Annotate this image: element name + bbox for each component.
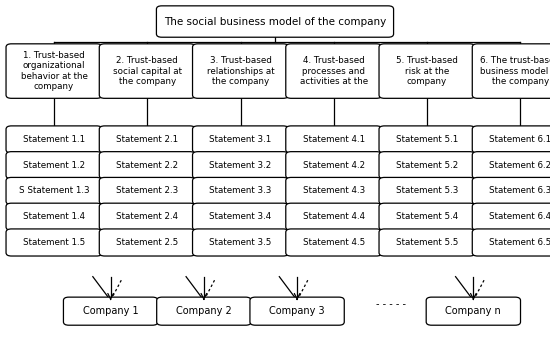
Text: Statement 3.1: Statement 3.1 xyxy=(210,135,272,144)
FancyBboxPatch shape xyxy=(286,177,382,205)
FancyBboxPatch shape xyxy=(286,126,382,153)
Text: The social business model of the company: The social business model of the company xyxy=(164,17,386,27)
FancyBboxPatch shape xyxy=(286,152,382,179)
Text: Statement 3.5: Statement 3.5 xyxy=(210,238,272,247)
FancyBboxPatch shape xyxy=(100,44,195,98)
Text: Statement 5.5: Statement 5.5 xyxy=(396,238,458,247)
Text: Statement 3.3: Statement 3.3 xyxy=(210,186,272,195)
FancyBboxPatch shape xyxy=(192,229,288,256)
Text: Statement 1.5: Statement 1.5 xyxy=(23,238,85,247)
Text: Statement 2.2: Statement 2.2 xyxy=(116,161,178,170)
FancyBboxPatch shape xyxy=(100,177,195,205)
FancyBboxPatch shape xyxy=(100,126,195,153)
Text: Company 1: Company 1 xyxy=(83,306,139,316)
Text: 1. Trust-based
organizational
behavior at the
company: 1. Trust-based organizational behavior a… xyxy=(20,51,87,91)
Text: 5. Trust-based
risk at the
company: 5. Trust-based risk at the company xyxy=(396,56,458,86)
FancyBboxPatch shape xyxy=(472,126,550,153)
FancyBboxPatch shape xyxy=(379,126,475,153)
Text: Statement 2.4: Statement 2.4 xyxy=(116,212,178,221)
Text: Statement 4.2: Statement 4.2 xyxy=(302,161,365,170)
FancyBboxPatch shape xyxy=(63,297,158,325)
Text: Statement 6.1: Statement 6.1 xyxy=(489,135,550,144)
FancyBboxPatch shape xyxy=(100,152,195,179)
Text: Statement 2.1: Statement 2.1 xyxy=(116,135,178,144)
Text: Statement 5.1: Statement 5.1 xyxy=(396,135,458,144)
FancyBboxPatch shape xyxy=(379,203,475,230)
Text: 2. Trust-based
social capital at
the company: 2. Trust-based social capital at the com… xyxy=(113,56,182,86)
FancyBboxPatch shape xyxy=(426,297,520,325)
FancyBboxPatch shape xyxy=(192,44,288,98)
FancyBboxPatch shape xyxy=(250,297,344,325)
FancyBboxPatch shape xyxy=(472,152,550,179)
FancyBboxPatch shape xyxy=(379,44,475,98)
Text: Statement 3.2: Statement 3.2 xyxy=(210,161,272,170)
FancyBboxPatch shape xyxy=(286,44,382,98)
FancyBboxPatch shape xyxy=(379,152,475,179)
Text: 3. Trust-based
relationships at
the company: 3. Trust-based relationships at the comp… xyxy=(207,56,274,86)
Text: Statement 2.5: Statement 2.5 xyxy=(116,238,178,247)
FancyBboxPatch shape xyxy=(6,44,102,98)
Text: Statement 5.3: Statement 5.3 xyxy=(396,186,458,195)
FancyBboxPatch shape xyxy=(286,203,382,230)
FancyBboxPatch shape xyxy=(157,297,251,325)
Text: Statement 4.4: Statement 4.4 xyxy=(302,212,365,221)
FancyBboxPatch shape xyxy=(472,203,550,230)
Text: Statement 4.5: Statement 4.5 xyxy=(302,238,365,247)
Text: Statement 1.2: Statement 1.2 xyxy=(23,161,85,170)
FancyBboxPatch shape xyxy=(472,44,550,98)
Text: Company n: Company n xyxy=(446,306,501,316)
FancyBboxPatch shape xyxy=(472,229,550,256)
Text: Statement 5.4: Statement 5.4 xyxy=(396,212,458,221)
FancyBboxPatch shape xyxy=(192,152,288,179)
FancyBboxPatch shape xyxy=(156,6,394,37)
Text: Statement 6.3: Statement 6.3 xyxy=(489,186,550,195)
Text: Company 3: Company 3 xyxy=(270,306,325,316)
Text: Statement 4.3: Statement 4.3 xyxy=(302,186,365,195)
FancyBboxPatch shape xyxy=(379,177,475,205)
Text: Statement 2.3: Statement 2.3 xyxy=(116,186,178,195)
Text: - - - - -: - - - - - xyxy=(376,299,406,309)
Text: Statement 1.1: Statement 1.1 xyxy=(23,135,85,144)
FancyBboxPatch shape xyxy=(6,203,102,230)
FancyBboxPatch shape xyxy=(6,229,102,256)
Text: Statement 6.4: Statement 6.4 xyxy=(489,212,550,221)
Text: Statement 3.4: Statement 3.4 xyxy=(210,212,272,221)
FancyBboxPatch shape xyxy=(100,229,195,256)
FancyBboxPatch shape xyxy=(192,126,288,153)
FancyBboxPatch shape xyxy=(472,177,550,205)
FancyBboxPatch shape xyxy=(100,203,195,230)
Text: S Statement 1.3: S Statement 1.3 xyxy=(19,186,89,195)
Text: Statement 6.2: Statement 6.2 xyxy=(489,161,550,170)
Text: Statement 6.5: Statement 6.5 xyxy=(489,238,550,247)
Text: Statement 1.4: Statement 1.4 xyxy=(23,212,85,221)
FancyBboxPatch shape xyxy=(192,203,288,230)
FancyBboxPatch shape xyxy=(286,229,382,256)
Text: Company 2: Company 2 xyxy=(176,306,232,316)
Text: Statement 4.1: Statement 4.1 xyxy=(302,135,365,144)
FancyBboxPatch shape xyxy=(379,229,475,256)
Text: 4. Trust-based
processes and
activities at the: 4. Trust-based processes and activities … xyxy=(300,56,368,86)
Text: Statement 5.2: Statement 5.2 xyxy=(396,161,458,170)
FancyBboxPatch shape xyxy=(192,177,288,205)
FancyBboxPatch shape xyxy=(6,126,102,153)
Text: 6. The trust-based
business model at
the company: 6. The trust-based business model at the… xyxy=(480,56,550,86)
FancyBboxPatch shape xyxy=(6,152,102,179)
FancyBboxPatch shape xyxy=(6,177,102,205)
